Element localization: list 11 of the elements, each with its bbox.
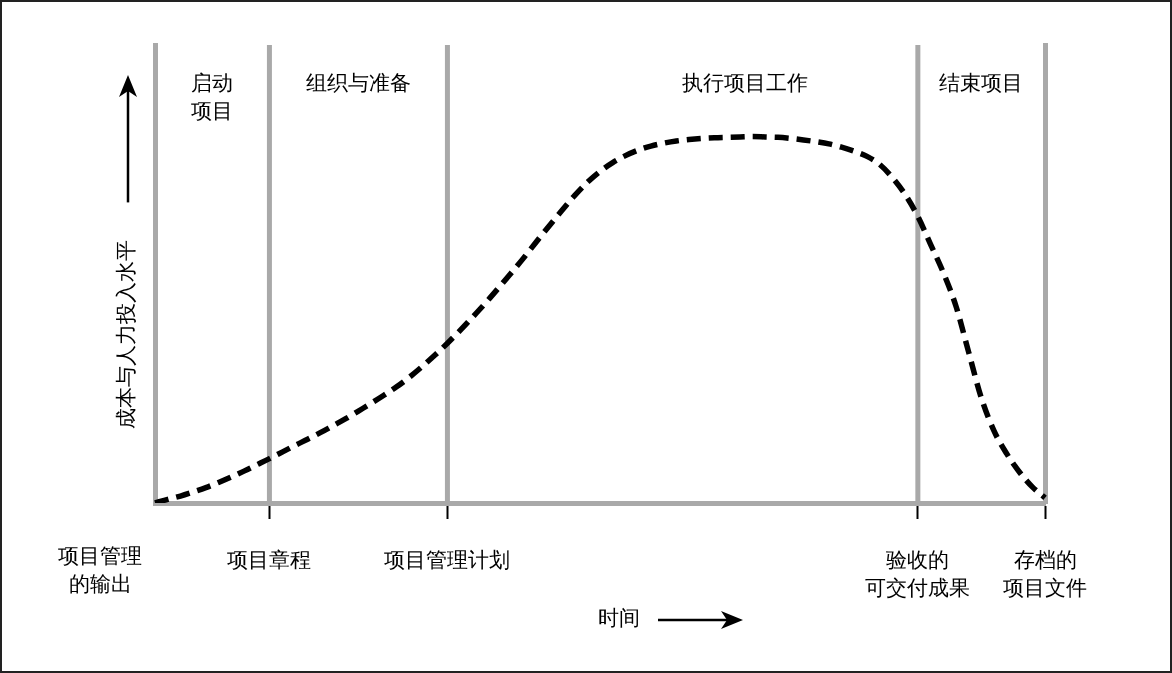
x-tick-label: 项目管理计划: [384, 547, 511, 572]
text: 执行项目工作: [681, 71, 808, 96]
text: 结束项目: [939, 71, 1024, 96]
y-axis-title: 成本与人力投入水平: [114, 240, 139, 430]
text: 组织与准备: [305, 71, 411, 96]
x-tick-label: 存档的项目文件: [1003, 547, 1087, 600]
x-tick-label: 验收的可交付成果: [865, 547, 971, 600]
x-axis-title: 时间: [598, 606, 640, 631]
text: 项目管理的输出: [58, 543, 142, 596]
x-tick-label: 项目章程: [227, 547, 312, 572]
text: 启动项目: [191, 71, 234, 124]
